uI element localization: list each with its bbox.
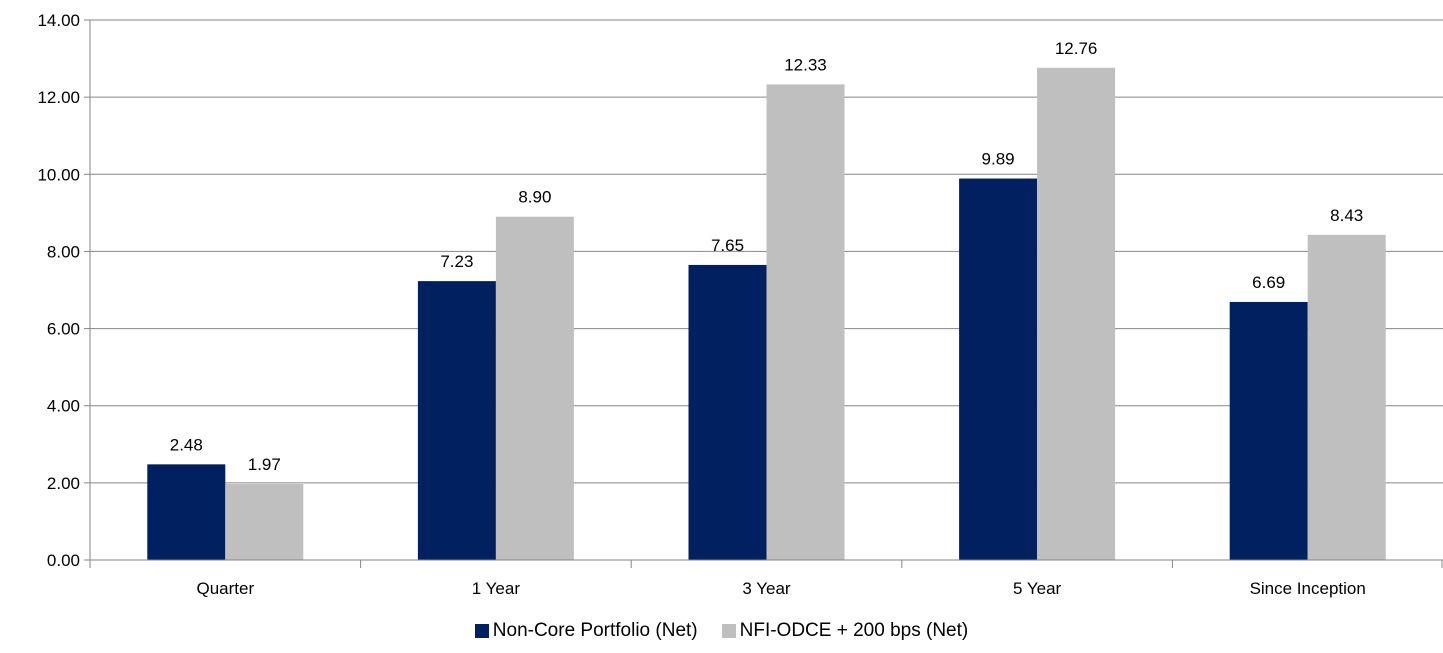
data-label: 12.76 [1055, 39, 1098, 58]
legend-item-non-core: Non-Core Portfolio (Net) [474, 620, 698, 642]
data-label: 8.90 [518, 188, 551, 207]
legend-swatch-nfi-odce [721, 624, 736, 638]
x-tick-label: Quarter [196, 579, 254, 598]
legend-label-nfi-odce: NFI-ODCE + 200 bps (Net) [739, 620, 969, 641]
data-label: 1.97 [248, 455, 281, 474]
data-label: 7.23 [440, 252, 473, 271]
bar [688, 264, 767, 560]
bar [225, 484, 304, 560]
bar [1037, 67, 1116, 560]
bar [417, 281, 496, 560]
legend-item-nfi-odce: NFI-ODCE + 200 bps (Net) [721, 620, 969, 642]
x-tick-label: 1 Year [472, 579, 521, 598]
bar [959, 178, 1038, 560]
legend-label-non-core: Non-Core Portfolio (Net) [492, 620, 698, 641]
data-label: 2.48 [170, 435, 203, 454]
y-tick-label: 2.00 [47, 474, 80, 493]
data-label: 6.69 [1252, 273, 1285, 292]
bar-chart: 0.00 2.00 4.00 6.00 8.00 10.00 12.00 14.00 2.48… [37, 11, 1443, 598]
legend: Non-Core Portfolio (Net) NFI-ODCE + 200 … [0, 620, 1443, 642]
y-tick-label: 14.00 [37, 11, 80, 30]
data-label: 9.89 [982, 150, 1015, 169]
bar [1229, 301, 1308, 560]
x-tick-label: 5 Year [1013, 579, 1062, 598]
x-axis: Quarter 1 Year 3 Year 5 Year Since Inception [89, 559, 1443, 598]
data-label: 12.33 [784, 55, 827, 74]
x-tick-label: Since Inception [1250, 579, 1366, 598]
data-label: 7.65 [711, 236, 744, 255]
data-label: 8.43 [1330, 206, 1363, 225]
y-tick-label: 4.00 [47, 397, 80, 416]
y-tick-label: 10.00 [37, 165, 80, 184]
bars [147, 67, 1386, 561]
y-tick-label: 6.00 [47, 320, 80, 339]
data-labels: 2.48 1.97 7.23 8.90 7.65 12.33 9.89 12.76 6.69 8.… [170, 39, 1363, 474]
bar [147, 464, 226, 560]
y-tick-label: 0.00 [47, 551, 80, 570]
y-tick-label: 8.00 [47, 242, 80, 261]
y-tick-label: 12.00 [37, 88, 80, 107]
legend-swatch-non-core [474, 624, 489, 638]
bar [766, 84, 845, 561]
y-axis-ticks: 0.00 2.00 4.00 6.00 8.00 10.00 12.00 14.00 [37, 11, 91, 570]
x-tick-label: 3 Year [742, 579, 791, 598]
bar [495, 216, 574, 560]
bar [1307, 234, 1386, 561]
